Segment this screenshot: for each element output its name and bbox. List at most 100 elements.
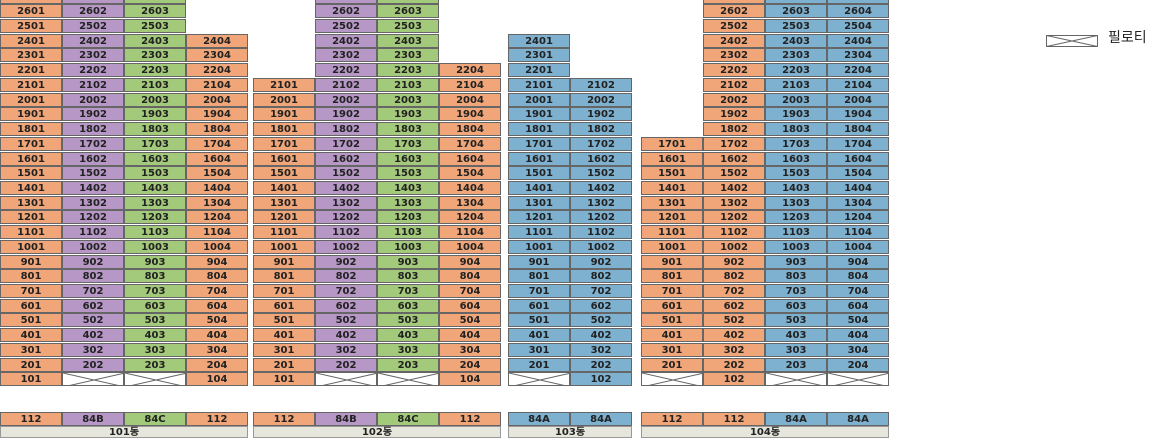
unit-cell: 404 <box>827 328 889 343</box>
unit-cell: 2102 <box>315 77 377 92</box>
unit-cell: 2202 <box>703 63 765 78</box>
unit-cell: 2501 <box>0 19 62 33</box>
unit-cell: 802 <box>570 269 632 284</box>
unit-cell: 2402 <box>62 33 124 48</box>
unit-cell: 1401 <box>641 180 703 195</box>
unit-cell: 402 <box>703 328 765 343</box>
unit-cell: 1001 <box>508 239 570 254</box>
unit-cell: 201 <box>0 357 62 372</box>
unit-cell: 1101 <box>508 225 570 240</box>
unit-type-label: 84A <box>827 412 889 426</box>
unit-cell: 601 <box>641 298 703 313</box>
unit-cell: 204 <box>186 357 248 372</box>
unit-cell: 501 <box>253 313 315 328</box>
unit-cell: 2004 <box>827 92 889 107</box>
unit-cell: 201 <box>253 357 315 372</box>
unit-cell: 602 <box>703 298 765 313</box>
unit-type-label: 112 <box>186 412 248 426</box>
unit-cell: 604 <box>827 298 889 313</box>
unit-cell: 1602 <box>570 151 632 166</box>
unit-cell: 1302 <box>570 195 632 210</box>
unit-cell: 2201 <box>508 63 570 78</box>
unit-cell: 504 <box>186 313 248 328</box>
unit-cell: 1204 <box>439 210 501 225</box>
unit-cell: 801 <box>508 269 570 284</box>
unit-cell: 1902 <box>703 107 765 122</box>
unit-cell: 1904 <box>827 107 889 122</box>
unit-cell: 804 <box>439 269 501 284</box>
unit-cell: 2204 <box>827 63 889 78</box>
unit-cell: 603 <box>377 298 439 313</box>
unit-cell: 2603 <box>765 4 827 19</box>
unit-cell: 1304 <box>186 195 248 210</box>
unit-cell: 1103 <box>377 225 439 240</box>
unit-cell: 703 <box>765 284 827 298</box>
unit-cell: 401 <box>253 328 315 343</box>
unit-cell: 202 <box>570 357 632 372</box>
unit-cell: 202 <box>703 357 765 372</box>
unit-cell: 702 <box>315 284 377 298</box>
unit-cell: 903 <box>377 254 439 269</box>
unit-cell: 404 <box>439 328 501 343</box>
unit-cell: 101 <box>0 372 62 387</box>
unit-cell: 1202 <box>315 210 377 225</box>
unit-cell: 1102 <box>315 225 377 240</box>
unit-cell: 2201 <box>0 63 62 78</box>
unit-cell: 2402 <box>703 33 765 48</box>
unit-cell: 2502 <box>703 19 765 33</box>
unit-cell: 2404 <box>186 33 248 48</box>
unit-cell: 1801 <box>253 122 315 136</box>
unit-cell: 703 <box>124 284 186 298</box>
unit-cell: 1202 <box>62 210 124 225</box>
unit-cell: 1904 <box>186 107 248 122</box>
unit-cell: 101 <box>253 372 315 387</box>
unit-type-label: 112 <box>0 412 62 426</box>
unit-cell: 1501 <box>253 166 315 181</box>
unit-cell: 203 <box>377 357 439 372</box>
unit-cell: 2503 <box>124 19 186 33</box>
unit-cell: 1403 <box>765 180 827 195</box>
unit-cell: 1701 <box>0 136 62 151</box>
unit-cell: 1502 <box>62 166 124 181</box>
unit-cell: 2704 <box>827 0 889 4</box>
unit-cell: 904 <box>186 254 248 269</box>
unit-cell: 1401 <box>508 180 570 195</box>
unit-cell: 301 <box>253 342 315 357</box>
unit-cell: 1802 <box>703 122 765 136</box>
unit-cell: 1504 <box>186 166 248 181</box>
unit-cell: 1601 <box>508 151 570 166</box>
unit-cell: 2101 <box>253 77 315 92</box>
unit-cell: 2002 <box>570 92 632 107</box>
unit-cell: 304 <box>827 342 889 357</box>
unit-cell: 1804 <box>827 122 889 136</box>
unit-cell: 301 <box>508 342 570 357</box>
unit-cell: 1104 <box>186 225 248 240</box>
unit-cell: 2603 <box>377 4 439 19</box>
unit-cell: 1003 <box>124 239 186 254</box>
unit-type-label: 84B <box>315 412 377 426</box>
unit-cell: 304 <box>439 342 501 357</box>
unit-cell: 2301 <box>0 48 62 63</box>
unit-cell: 704 <box>439 284 501 298</box>
unit-cell: 2103 <box>765 77 827 92</box>
unit-cell: 302 <box>703 342 765 357</box>
unit-cell: 1203 <box>765 210 827 225</box>
unit-cell: 702 <box>703 284 765 298</box>
unit-cell: 501 <box>0 313 62 328</box>
unit-cell: 1704 <box>439 136 501 151</box>
unit-cell: 203 <box>765 357 827 372</box>
unit-cell: 102 <box>570 372 632 387</box>
unit-cell: 1303 <box>377 195 439 210</box>
unit-cell: 1002 <box>703 239 765 254</box>
unit-cell: 503 <box>377 313 439 328</box>
unit-cell: 1003 <box>377 239 439 254</box>
unit-cell: 2203 <box>124 63 186 78</box>
unit-cell: 2101 <box>0 77 62 92</box>
unit-cell: 301 <box>0 342 62 357</box>
unit-cell: 1303 <box>765 195 827 210</box>
unit-cell: 1902 <box>62 107 124 122</box>
unit-cell: 2301 <box>508 48 570 63</box>
unit-cell: 2002 <box>62 92 124 107</box>
